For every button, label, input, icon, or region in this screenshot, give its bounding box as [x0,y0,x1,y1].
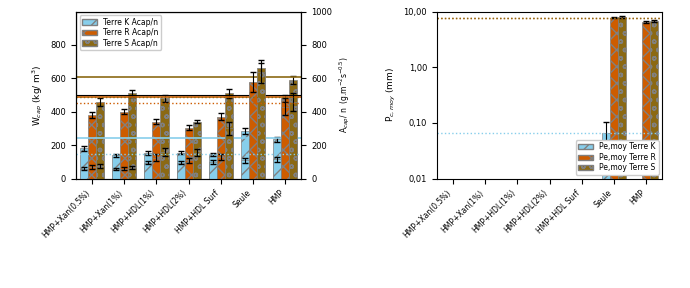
Bar [225,128,233,179]
Bar [217,117,225,179]
Bar [177,153,185,179]
Bar [282,98,289,179]
Bar [80,168,88,179]
Bar [96,166,104,179]
Bar [128,168,137,179]
Bar [152,122,161,179]
Bar [257,68,265,179]
Bar [273,159,282,179]
Bar [161,152,168,179]
Bar [161,98,168,179]
Bar [209,154,217,179]
Bar [120,168,128,179]
Bar [88,115,96,179]
Bar [225,93,233,179]
Y-axis label: P$_{c,moy}$ (mm): P$_{c,moy}$ (mm) [385,68,398,122]
Bar [128,93,137,179]
Bar [193,153,201,179]
Bar [289,102,297,179]
Bar [241,160,249,179]
Bar [112,155,120,179]
Legend: Pe,moy Terre K, Pe,moy Terre R, Pe,moy Terre S: Pe,moy Terre K, Pe,moy Terre R, Pe,moy T… [575,140,658,175]
Bar [249,82,257,179]
Bar [88,167,96,179]
Bar [120,112,128,179]
Bar [618,17,626,288]
Bar [144,153,152,179]
Bar [96,102,104,179]
Bar [602,133,610,288]
Bar [289,80,297,179]
Bar [177,163,185,179]
Bar [209,162,217,179]
Bar [76,12,302,95]
Y-axis label: W$_{cap}$ (kg/ m$^3$): W$_{cap}$ (kg/ m$^3$) [30,64,45,126]
Bar [112,169,120,179]
Bar [249,92,257,179]
Bar [144,163,152,179]
Bar [193,122,201,179]
Bar [80,149,88,179]
Bar [185,128,193,179]
Bar [273,139,282,179]
Bar [241,131,249,179]
Bar [152,158,161,179]
Bar [642,22,650,288]
Bar [650,21,658,288]
Bar [217,157,225,179]
Y-axis label: A$_{cap}$/ n  (g.m$^{-2}$s$^{-0.5}$): A$_{cap}$/ n (g.m$^{-2}$s$^{-0.5}$) [337,57,353,133]
Legend: Terre K Acap/n, Terre R Acap/n, Terre S Acap/n: Terre K Acap/n, Terre R Acap/n, Terre S … [80,15,161,50]
Bar [185,160,193,179]
Bar [257,72,265,179]
Bar [610,18,618,288]
Bar [282,107,289,179]
